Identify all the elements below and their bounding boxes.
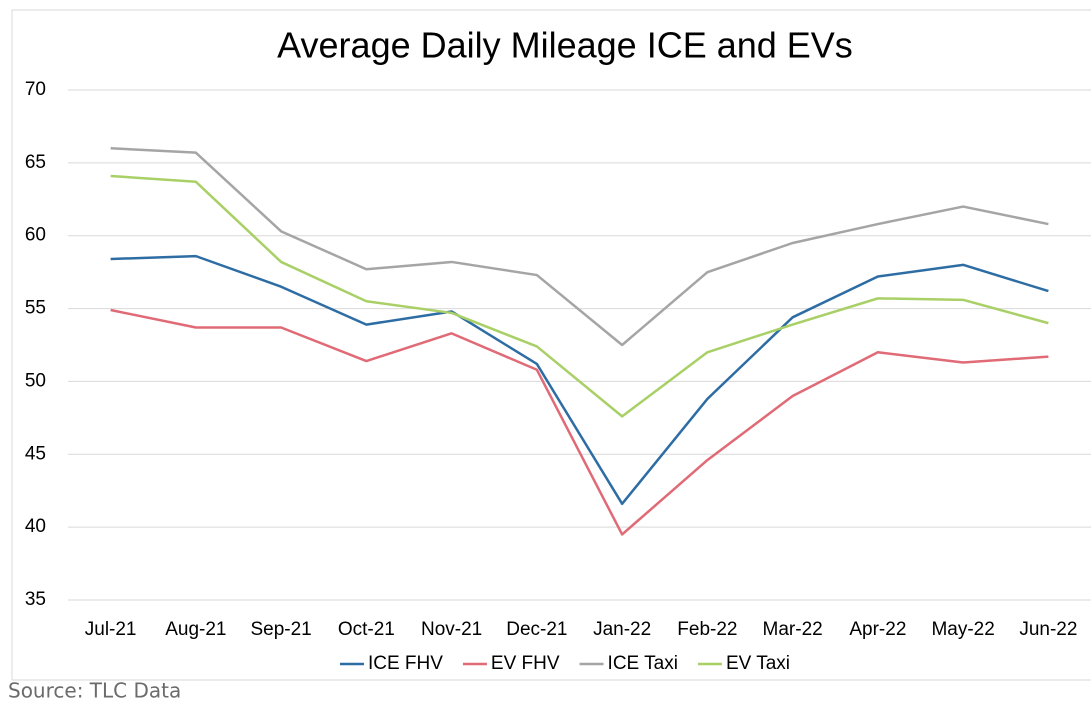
x-tick-label: Jun-22 [1019,619,1077,640]
x-tick-label: Mar-22 [763,619,823,640]
line-series [110,308,1049,536]
line-series [110,254,1049,506]
y-tick-label: 40 [25,516,46,537]
x-tick-label: Apr-22 [849,619,906,640]
x-tick-label: Jan-22 [593,619,651,640]
line-series [110,174,1049,418]
legend-label: EV FHV [491,653,560,674]
line-series [110,147,1049,347]
y-tick-label: 50 [25,370,46,391]
x-tick-label: Nov-21 [421,619,482,640]
x-tick-label: Dec-21 [506,619,567,640]
y-tick-label: 45 [25,443,46,464]
chart-border [11,9,1091,681]
source: Source: TLC Data [8,679,181,703]
x-tick-label: Oct-21 [338,619,395,640]
x-tick-label: Sep-21 [250,619,311,640]
x-tick-label: Jul-21 [85,619,137,640]
x-tick-label: Aug-21 [165,619,226,640]
x-tick-label: Feb-22 [677,619,737,640]
legend-label: EV Taxi [726,653,790,674]
y-tick-label: 65 [25,152,46,173]
legend-label: ICE FHV [368,653,443,674]
y-tick-label: 35 [25,589,46,610]
chart-title: Average Daily Mileage ICE and EVs [277,25,853,66]
legend-label: ICE Taxi [608,653,678,674]
y-tick-label: 70 [25,79,46,100]
y-tick-label: 55 [25,298,46,319]
x-tick-label: May-22 [931,619,994,640]
y-tick-label: 60 [25,225,46,246]
